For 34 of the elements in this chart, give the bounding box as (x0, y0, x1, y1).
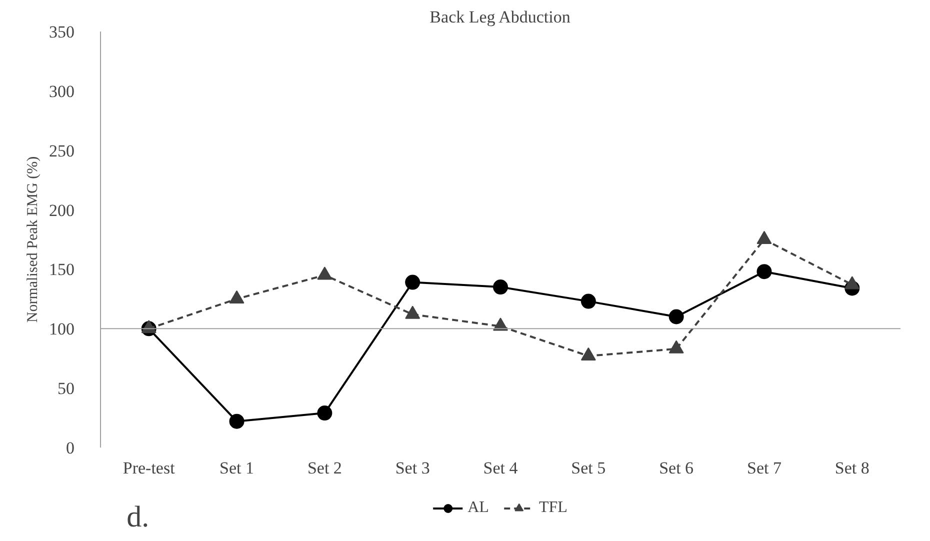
y-tick-label: 50 (58, 379, 74, 398)
point (580, 294, 596, 309)
point (844, 276, 860, 290)
y-tick-label: 250 (49, 141, 74, 160)
y-tick-label: 100 (49, 320, 74, 339)
text: d. (126, 500, 150, 534)
x-tick-label: Set 2 (307, 458, 342, 478)
point (668, 309, 684, 324)
chart-title: Back Leg Abduction (430, 8, 571, 26)
x-tick-label: Set 4 (483, 458, 518, 478)
y-tick-label: 0 (66, 438, 74, 458)
point (229, 290, 244, 304)
y-tick-label: 150 (49, 260, 74, 280)
y-tick-label: 200 (49, 200, 74, 220)
point (405, 306, 420, 319)
y-axis-title: Normalised Peak EMG (%) (25, 156, 41, 323)
x-tick-label: Pre-test (122, 458, 176, 478)
x-tick-label: Set 8 (834, 458, 870, 478)
legend-label: TFL (538, 498, 568, 516)
y-tick-label: 300 (49, 82, 74, 101)
x-tick-label: Set 3 (395, 458, 430, 478)
point (317, 266, 332, 280)
x-tick-label: Set 6 (659, 458, 694, 478)
x-tick-label: Set 5 (571, 458, 606, 478)
point (668, 340, 684, 354)
y-tick-label: 350 (49, 22, 74, 42)
point (756, 230, 772, 244)
point (317, 406, 332, 421)
point (229, 414, 244, 429)
legend-label: AL (468, 498, 489, 516)
x-tick-label: Set 7 (747, 458, 782, 478)
x-tick-label: Set 1 (220, 458, 254, 478)
point (405, 274, 420, 290)
point (580, 347, 596, 361)
